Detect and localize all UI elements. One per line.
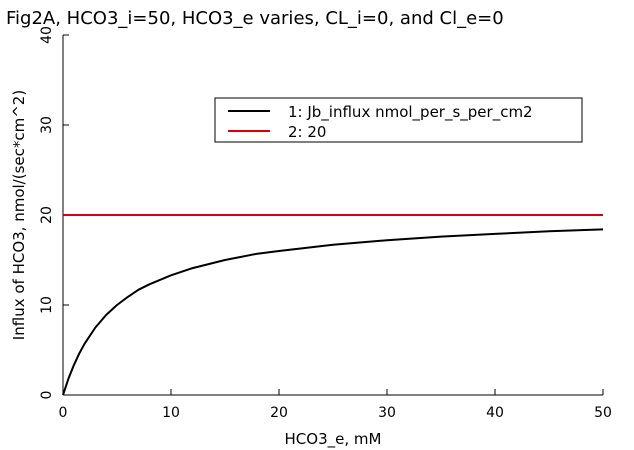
y-tick-label: 30 bbox=[39, 116, 55, 134]
y-tick-label: 20 bbox=[39, 206, 55, 224]
x-ticks: 0 10 20 30 40 50 bbox=[59, 389, 612, 421]
legend-box bbox=[214, 97, 583, 143]
x-tick-label: 30 bbox=[378, 405, 396, 421]
x-tick-label: 10 bbox=[162, 405, 180, 421]
x-axis-label: HCO3_e, mM bbox=[285, 430, 382, 449]
y-tick-label: 40 bbox=[39, 26, 55, 44]
y-tick-label: 0 bbox=[39, 391, 55, 400]
legend-label-2: 2: 20 bbox=[288, 123, 326, 141]
x-tick-label: 40 bbox=[486, 405, 504, 421]
x-tick-label: 20 bbox=[270, 405, 288, 421]
y-axis-label: Influx of HCO3, nmol/(sec*cm^2) bbox=[10, 90, 28, 340]
y-tick-label: 10 bbox=[39, 296, 55, 314]
x-tick-label: 0 bbox=[59, 405, 68, 421]
legend: 1: Jb_influx nmol_per_s_per_cm2 2: 20 bbox=[214, 97, 583, 143]
series-line-1 bbox=[62, 228, 604, 396]
chart-title: Fig2A, HCO3_i=50, HCO3_e varies, CL_i=0,… bbox=[6, 8, 504, 29]
series-lines bbox=[62, 214, 604, 396]
y-ticks: 0 10 20 30 40 bbox=[39, 26, 69, 399]
legend-label-1: 1: Jb_influx nmol_per_s_per_cm2 bbox=[288, 103, 533, 122]
x-tick-label: 50 bbox=[594, 405, 612, 421]
plot-area: 0 10 20 30 40 50 0 10 20 30 40 bbox=[39, 26, 612, 421]
